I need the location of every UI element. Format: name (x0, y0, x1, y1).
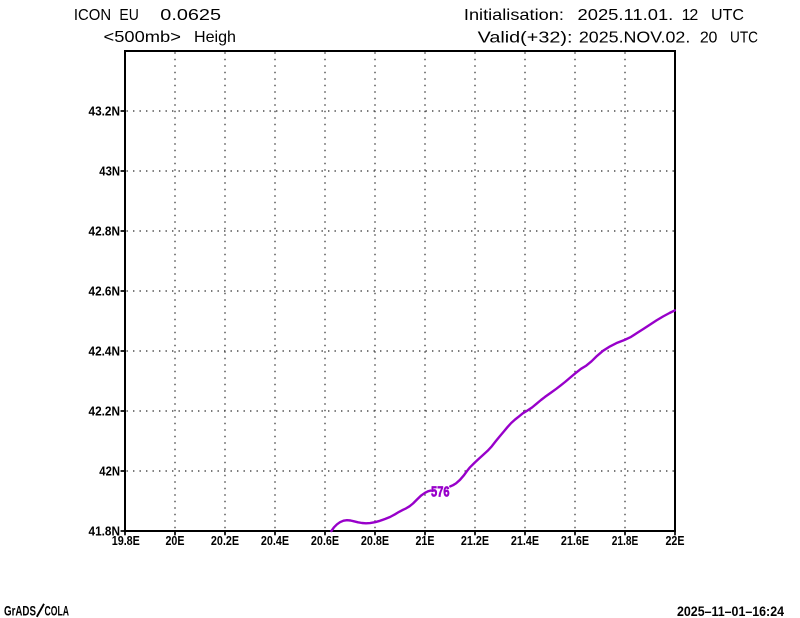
svg-text:0.0625: 0.0625 (160, 7, 221, 24)
svg-text:Heigh: Heigh (194, 29, 236, 46)
svg-text:21.2E: 21.2E (461, 533, 489, 548)
svg-text:19.8E: 19.8E (112, 533, 140, 548)
svg-text:43N: 43N (99, 164, 120, 179)
svg-text:EU: EU (119, 7, 138, 24)
svg-text:2025.11.01.: 2025.11.01. (578, 7, 674, 24)
svg-text:ICON: ICON (74, 7, 111, 24)
svg-text:42.4N: 42.4N (89, 344, 121, 359)
svg-text:1: 1 (682, 7, 691, 24)
svg-text:20.8E: 20.8E (361, 533, 389, 548)
svg-text:20.4E: 20.4E (261, 533, 289, 548)
svg-text:2025–11–01–16:24: 2025–11–01–16:24 (677, 603, 784, 618)
svg-text:21.8E: 21.8E (612, 533, 639, 548)
svg-text:576: 576 (431, 484, 450, 500)
svg-text:21.4E: 21.4E (511, 533, 539, 548)
svg-text:20.6E: 20.6E (311, 533, 339, 548)
svg-text:COLA: COLA (45, 603, 70, 618)
svg-text:0: 0 (708, 30, 717, 47)
svg-text:GrADS: GrADS (4, 603, 36, 618)
svg-text:42.8N: 42.8N (89, 224, 121, 239)
svg-text:42.6N: 42.6N (89, 284, 121, 299)
svg-text:22E: 22E (666, 533, 685, 548)
svg-text:Valid(+32):: Valid(+32): (478, 30, 573, 47)
svg-text:42.2N: 42.2N (89, 404, 121, 419)
svg-text:41.8N: 41.8N (89, 524, 121, 539)
svg-text:Initialisation:: Initialisation: (464, 7, 564, 24)
svg-text:2: 2 (689, 7, 698, 24)
svg-text:UTC: UTC (730, 30, 758, 47)
svg-text:21E: 21E (416, 533, 435, 548)
svg-text:20.2E: 20.2E (211, 533, 239, 548)
svg-text:<500mb>: <500mb> (104, 29, 181, 46)
svg-text:20E: 20E (166, 533, 185, 548)
svg-text:2025.NOV.02.: 2025.NOV.02. (579, 30, 690, 47)
svg-text:2: 2 (700, 30, 709, 47)
svg-text:42N: 42N (99, 464, 120, 479)
svg-text:21.6E: 21.6E (561, 533, 589, 548)
svg-text:43.2N: 43.2N (89, 104, 121, 119)
svg-text:UTC: UTC (711, 7, 744, 24)
